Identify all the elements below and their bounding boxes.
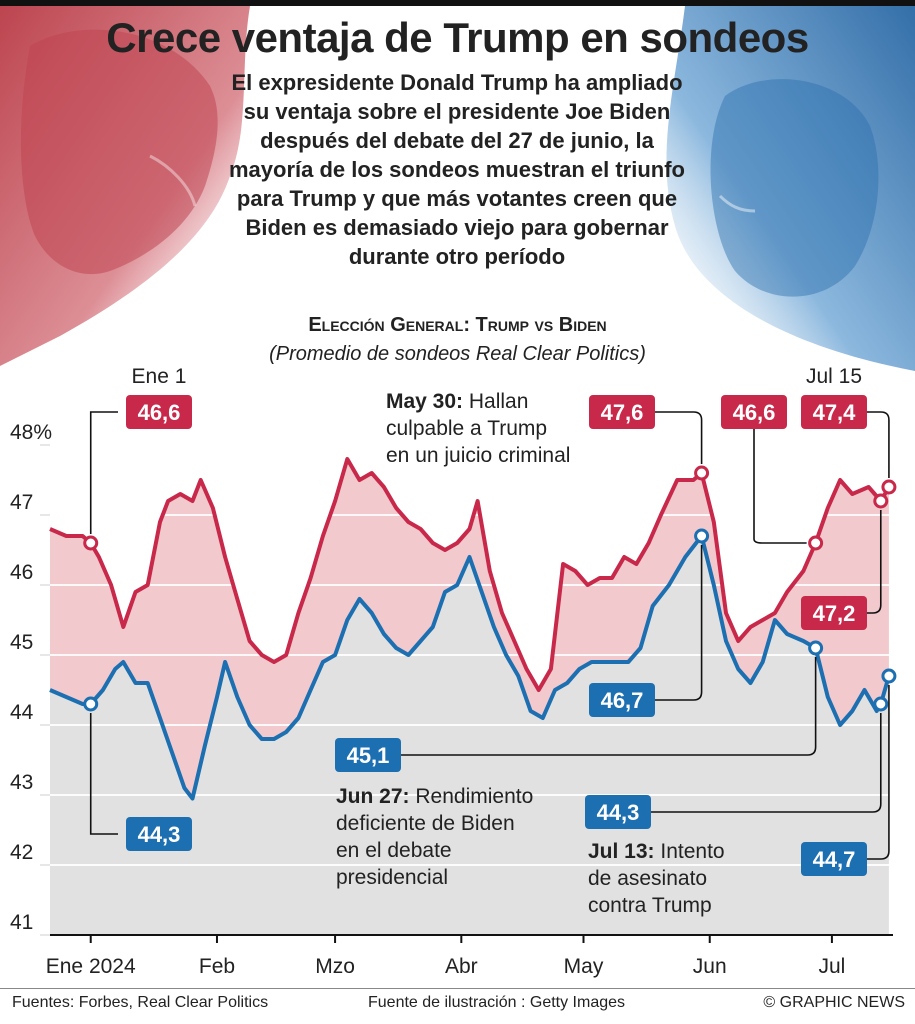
lead-gap-fill xyxy=(50,459,889,799)
marker-jan1_biden xyxy=(83,696,99,712)
leader-may30_trump xyxy=(655,411,703,464)
y-tick-label: 48% xyxy=(10,421,52,444)
leader-jul13_trump xyxy=(867,510,882,614)
y-tick-label: 42 xyxy=(10,841,33,864)
y-tick-label: 43 xyxy=(10,771,33,794)
value-label-jan1_biden: 44,3 xyxy=(138,822,181,847)
value-label-jun27_biden: 45,1 xyxy=(347,743,390,768)
value-box-jun27_trump xyxy=(721,395,787,429)
x-tick-label: Mzo xyxy=(315,955,355,978)
event-note-jul13-line: Jul 13: Intento xyxy=(588,840,725,863)
value-box-jan1_biden xyxy=(126,817,192,851)
event-note-jun27-line: presidencial xyxy=(336,866,448,889)
marker-jul13_biden xyxy=(873,696,889,712)
marker-jan1_trump xyxy=(83,535,99,551)
poll-line-chart: 48% 47 46 45 44 43 42 41 Ene 2024 Feb Mzo Abr May Jun… xyxy=(10,365,897,978)
value-label-jan1_trump: 46,6 xyxy=(138,400,181,425)
leader-jul13_biden xyxy=(651,713,882,813)
event-note-jun27-line: deficiente de Biden xyxy=(336,812,515,835)
chart-title: Crece ventaja de Trump en sondeos xyxy=(106,14,809,61)
event-note-jun27-line: en el debate xyxy=(336,839,452,862)
trump-portrait-illustration xyxy=(0,6,250,366)
event-note-may30-line: May 30: Hallan xyxy=(386,390,528,413)
value-label-jul15_biden: 44,7 xyxy=(813,847,856,872)
marker-jun27_biden xyxy=(808,640,824,656)
leader-jun27_biden xyxy=(401,657,817,756)
marker-jul15_biden xyxy=(881,668,897,684)
event-note-may30-line: en un juicio criminal xyxy=(386,444,570,467)
marker-jun27_trump xyxy=(808,535,824,551)
top-rule xyxy=(0,0,915,6)
value-label-jul15_trump: 47,4 xyxy=(813,400,857,425)
x-tick-label: Abr xyxy=(445,955,478,978)
footer-sources: Fuentes: Forbes, Real Clear Politics xyxy=(12,994,269,1011)
marker-may30_trump xyxy=(694,465,710,481)
value-label-jul13_biden: 44,3 xyxy=(597,800,640,825)
event-note-jul13-line: de asesinato xyxy=(588,867,707,890)
value-box-may30_biden xyxy=(589,683,655,717)
value-box-jan1_trump xyxy=(126,395,192,429)
y-tick-label: 44 xyxy=(10,701,34,724)
biden-area-fill xyxy=(50,536,889,935)
y-tick-label: 46 xyxy=(10,561,33,584)
x-tick-label: May xyxy=(564,955,604,978)
value-box-jun27_biden xyxy=(335,738,401,772)
event-note-jul13-line: contra Trump xyxy=(588,894,712,917)
leader-jul15_trump xyxy=(867,411,890,478)
biden-series-line xyxy=(49,534,891,801)
value-box-may30_trump xyxy=(589,395,655,429)
x-tick-label: Feb xyxy=(199,955,235,978)
x-tick-label: Jun xyxy=(693,955,727,978)
event-note-jun27-line: Jun 27: Rendimiento xyxy=(336,785,533,808)
footer-copyright: © GRAPHIC NEWS xyxy=(763,994,905,1011)
x-tick-label: Ene 2024 xyxy=(46,955,136,978)
value-label-may30_trump: 47,6 xyxy=(601,400,644,425)
value-box-jul15_biden xyxy=(801,842,867,876)
y-tick-label: 45 xyxy=(10,631,33,654)
leader-jan1_trump xyxy=(89,411,118,534)
marker-jul15_trump xyxy=(881,479,897,495)
marker-jul13_trump xyxy=(873,493,889,509)
x-tick-label: Jul xyxy=(818,955,845,978)
chart-source-note: (Promedio de sondeos Real Clear Politics… xyxy=(269,343,646,365)
trump-series-line xyxy=(49,457,891,692)
footer-illustration-credit: Fuente de ilustración : Getty Images xyxy=(368,994,626,1011)
event-note-may30-line: culpable a Trump xyxy=(386,417,547,440)
leader-jun27_trump xyxy=(753,429,807,544)
value-label-jun27_trump: 46,6 xyxy=(733,400,776,425)
leader-jul15_biden xyxy=(867,685,890,860)
y-tick-label: 41 xyxy=(10,911,33,934)
value-box-jul13_biden xyxy=(585,795,651,829)
value-label-jul13_trump: 47,2 xyxy=(813,601,856,626)
leader-jan1_biden xyxy=(89,713,118,835)
date-header-jan1_trump: Ene 1 xyxy=(132,365,187,388)
value-label-may30_biden: 46,7 xyxy=(601,688,644,713)
footer-rule xyxy=(0,988,915,989)
chart-subtitle: Elección General: Trump vs Biden xyxy=(308,314,607,336)
date-header-jul15_trump: Jul 15 xyxy=(806,365,862,388)
leader-may30_biden xyxy=(655,545,703,701)
marker-may30_biden xyxy=(694,528,710,544)
value-box-jul15_trump xyxy=(801,395,867,429)
intro-paragraph: El expresidente Donald Trump ha ampliado… xyxy=(229,70,685,269)
biden-portrait-illustration xyxy=(666,6,915,371)
value-box-jul13_trump xyxy=(801,596,867,630)
y-tick-label: 47 xyxy=(10,491,33,514)
